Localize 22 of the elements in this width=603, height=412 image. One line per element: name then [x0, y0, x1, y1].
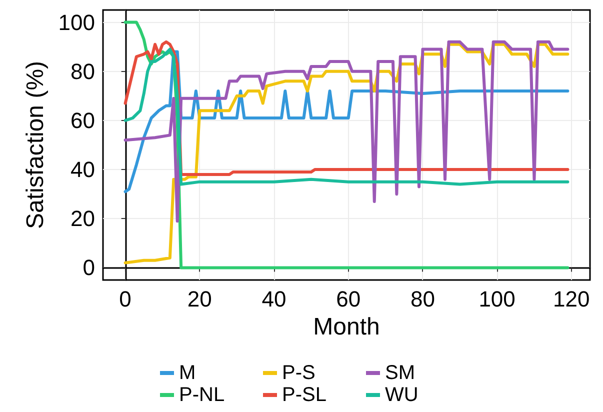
- x-tick-label: 0: [119, 286, 132, 312]
- x-tick-label: 60: [336, 286, 361, 312]
- y-axis-title: Satisfaction (%): [22, 60, 49, 230]
- y-tick-label: 80: [70, 58, 95, 84]
- legend-label: SM: [385, 362, 415, 384]
- line-series: [124, 40, 570, 223]
- legend-label: P-S: [282, 362, 316, 384]
- x-tick-label: 40: [262, 286, 286, 312]
- y-tick-label: 100: [58, 10, 95, 35]
- y-tick-label: 60: [70, 108, 95, 133]
- legend-label: M: [179, 362, 196, 384]
- legend-label: P-SL: [282, 384, 326, 406]
- legend-label: P-NL: [179, 384, 225, 406]
- y-tick-label: 20: [70, 206, 95, 232]
- x-tick-label: 120: [553, 286, 590, 312]
- x-tick-label: 100: [478, 286, 516, 312]
- y-tick-label: 0: [82, 255, 95, 280]
- x-axis-title: Month: [313, 313, 380, 340]
- x-tick-label: 80: [410, 286, 435, 312]
- y-tick-label: 40: [70, 157, 95, 182]
- legend-label: WU: [385, 384, 418, 406]
- x-tick-label: 20: [187, 286, 212, 312]
